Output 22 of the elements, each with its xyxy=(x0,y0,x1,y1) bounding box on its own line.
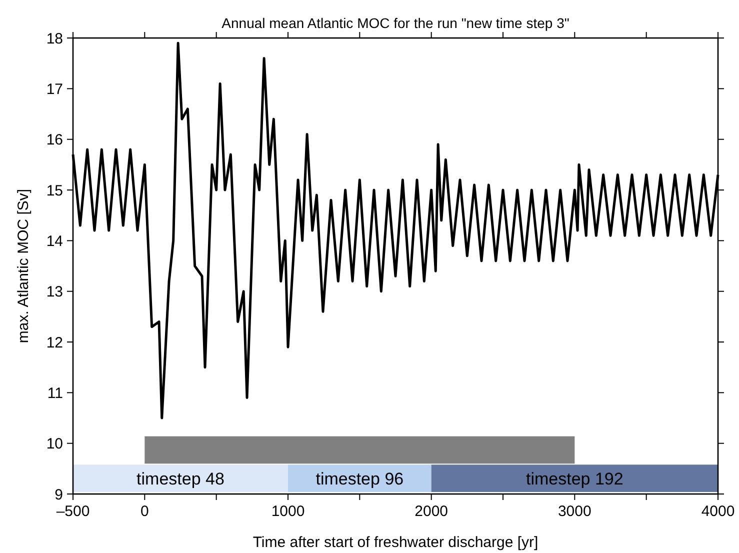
band-label: timestep 48 xyxy=(136,469,224,488)
y-axis-title: max. Atlantic MOC [Sv] xyxy=(15,188,32,344)
y-tick-label: 13 xyxy=(46,284,63,301)
y-tick-label: 10 xyxy=(46,436,63,453)
y-tick-label: 11 xyxy=(47,384,63,402)
x-tick-label: 1000 xyxy=(271,503,305,520)
y-tick-label: 18 xyxy=(46,30,63,48)
x-tick-label: 0 xyxy=(140,503,149,520)
y-tick-label: 15 xyxy=(46,182,63,200)
band-label: timestep 192 xyxy=(526,469,624,488)
band-label: timestep 96 xyxy=(316,469,404,488)
x-axis-title: Time after start of freshwater discharge [yr] xyxy=(252,534,538,551)
y-tick-label: 12 xyxy=(46,334,63,352)
y-tick-label: 17 xyxy=(46,80,63,98)
x-tick-label: 2000 xyxy=(414,503,448,520)
x-tick-label: 4000 xyxy=(701,503,735,520)
x-tick-label: 3000 xyxy=(558,503,592,520)
chart-title: Annual mean Atlantic MOC for the run "new time step 3" xyxy=(222,15,570,31)
y-tick-label: 16 xyxy=(46,132,63,149)
y-tick-label: 9 xyxy=(54,486,63,504)
y-tick-label: 14 xyxy=(46,232,63,250)
x-tick-label: –500 xyxy=(56,503,90,520)
